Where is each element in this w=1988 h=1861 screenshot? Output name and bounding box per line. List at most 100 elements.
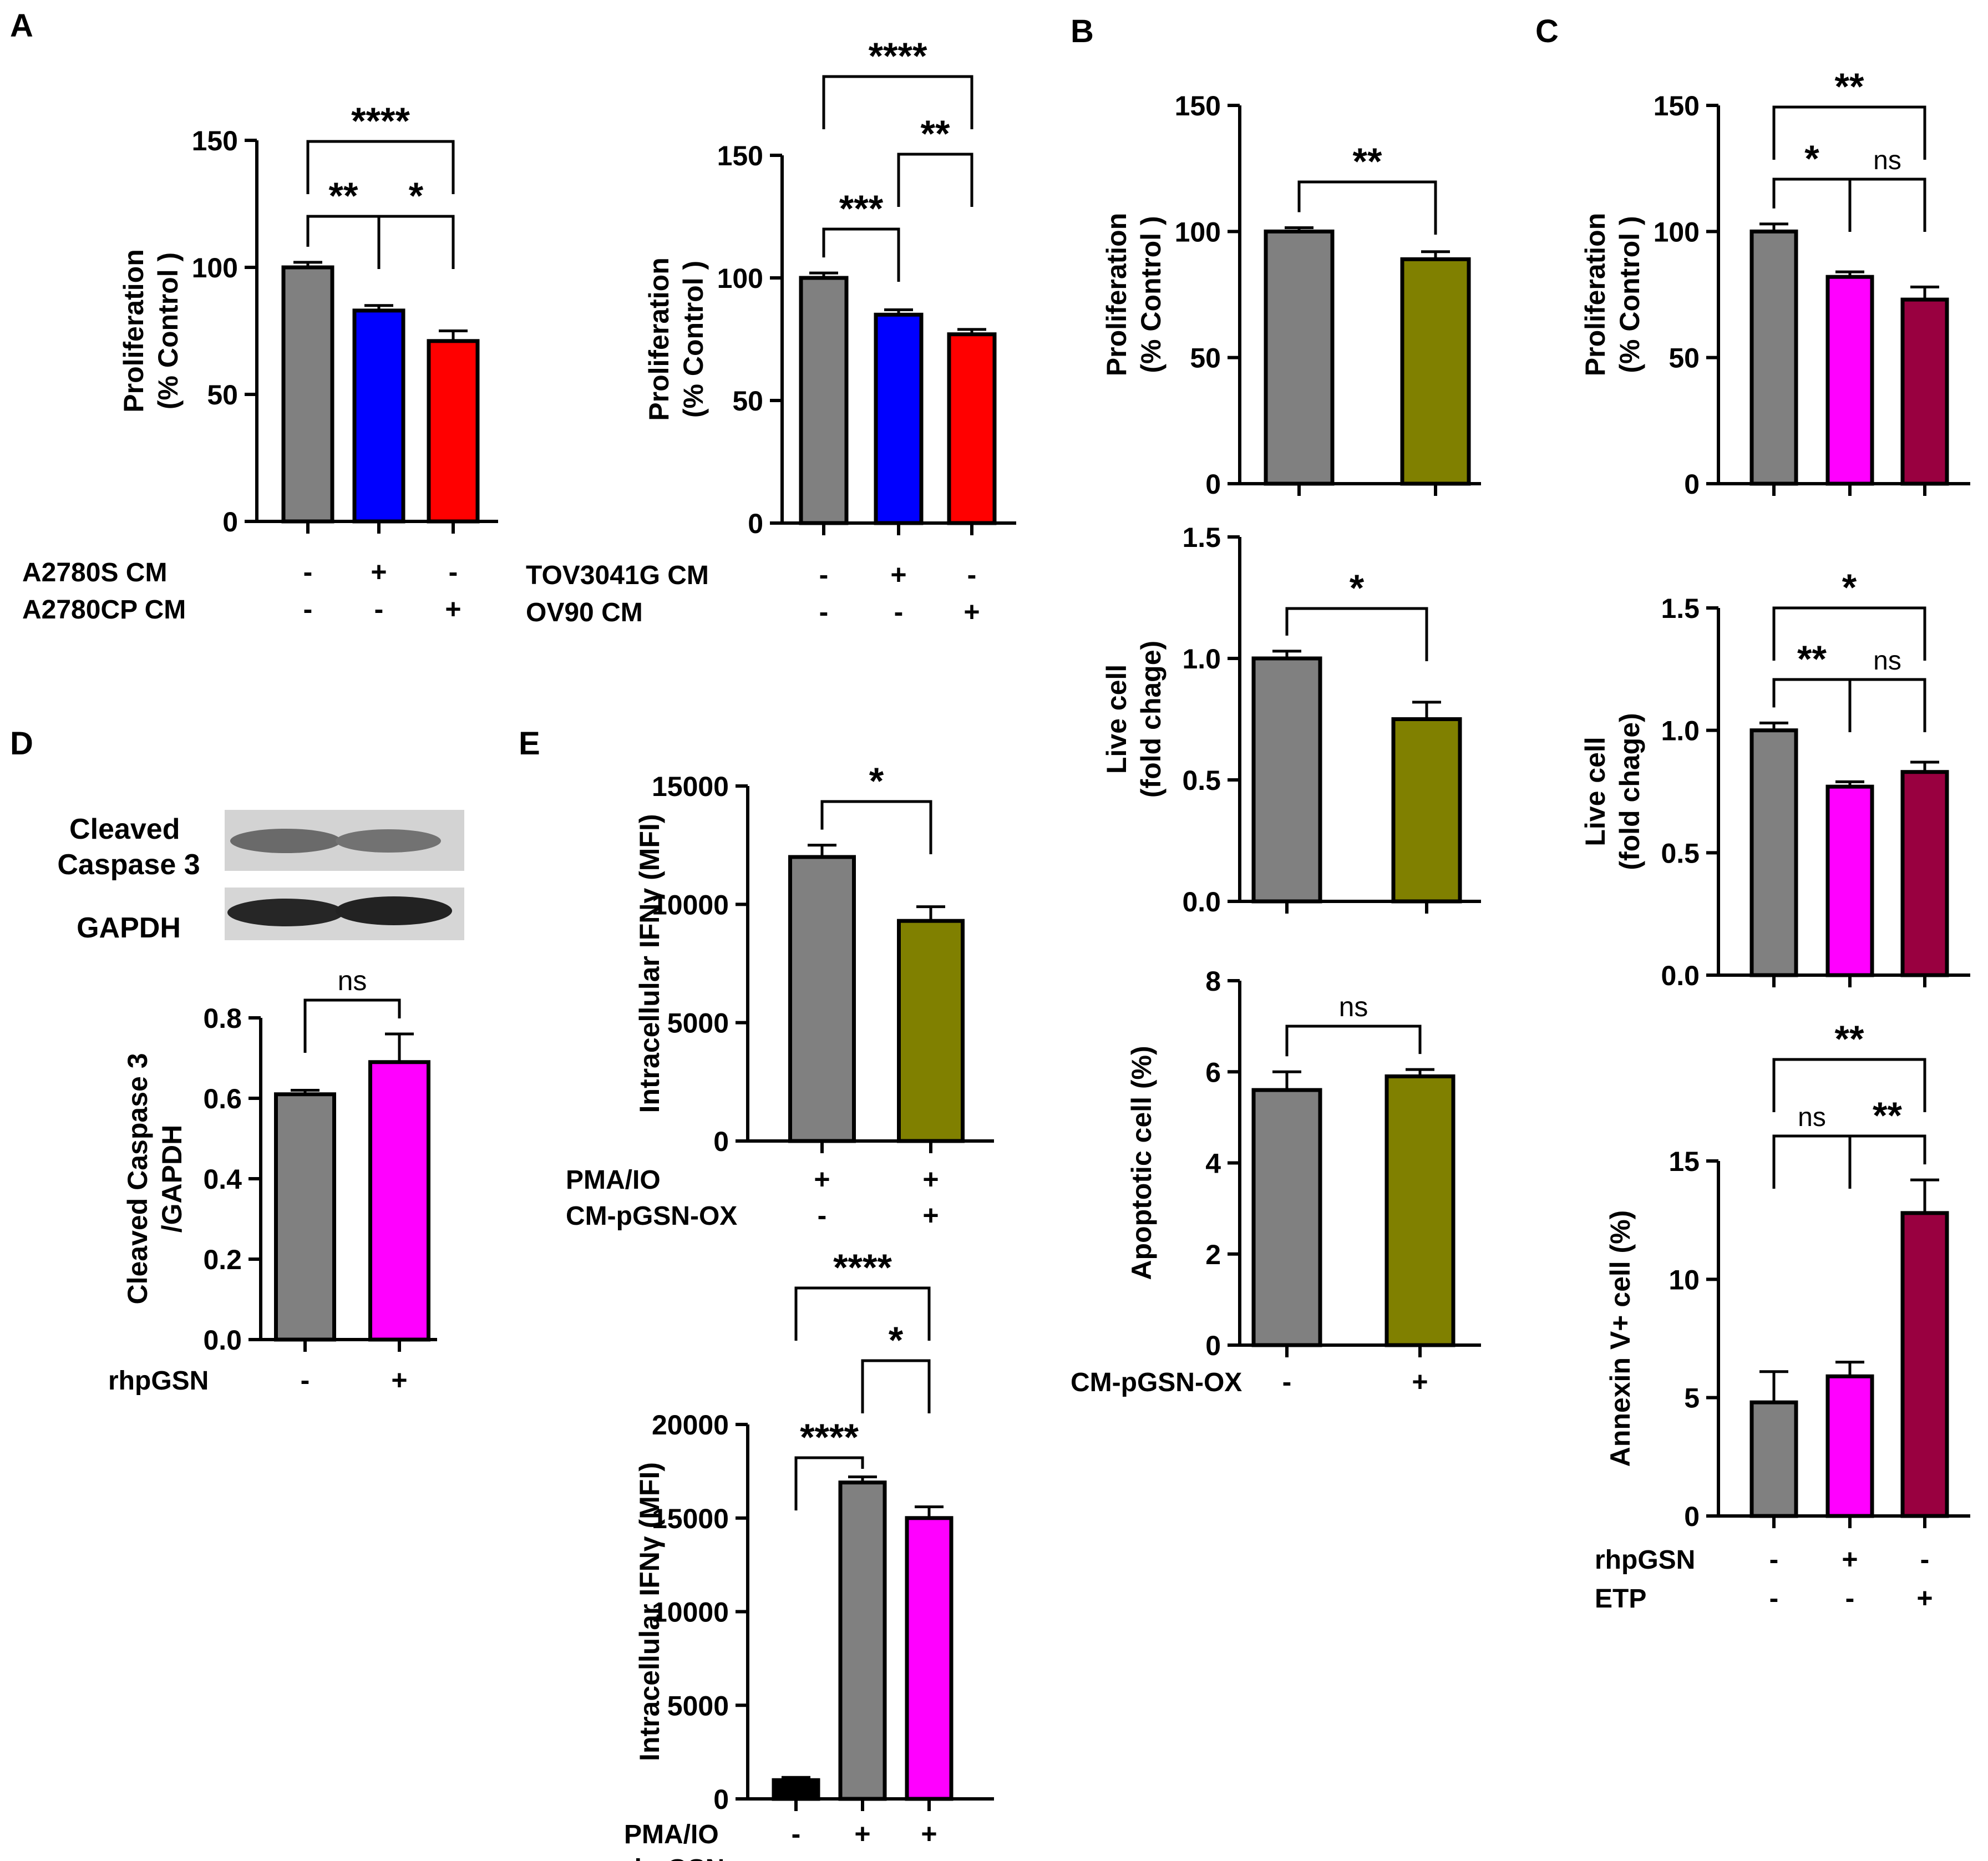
condition-sign: - xyxy=(792,1853,801,1861)
bar xyxy=(1391,717,1462,904)
significance-bracket xyxy=(822,75,973,129)
error-bar xyxy=(439,329,468,341)
significance-label: * xyxy=(1350,567,1365,609)
condition-sign: + xyxy=(890,559,906,590)
y-tick-label: 20000 xyxy=(652,1409,729,1441)
y-tick-label: 6 xyxy=(1205,1057,1221,1088)
y-axis-label-line: /GAPDH xyxy=(156,1125,187,1233)
y-tick-label: 10000 xyxy=(652,889,729,920)
bar xyxy=(1400,257,1471,486)
condition-sign: - xyxy=(894,596,904,627)
y-tick-label: 0 xyxy=(1205,1330,1221,1361)
y-tick-label: 0 xyxy=(748,508,763,539)
y-axis-label-line: Proliferation xyxy=(118,249,149,412)
significance-bracket xyxy=(1772,1134,1852,1189)
error-bar xyxy=(293,261,322,267)
condition-sign: + xyxy=(1412,1366,1428,1397)
significance-bracket xyxy=(1297,180,1437,235)
y-axis-label-line: (% Control ) xyxy=(153,252,184,409)
bar xyxy=(947,332,997,525)
y-tick-label: 100 xyxy=(192,252,238,283)
error-bar xyxy=(1412,701,1441,719)
condition-sign: + xyxy=(854,1818,870,1849)
significance-label: * xyxy=(869,760,884,802)
bar xyxy=(799,276,849,525)
y-tick-label: 100 xyxy=(1654,216,1700,247)
condition-label: TOV3041G CM xyxy=(526,561,709,590)
bar xyxy=(1825,784,1874,977)
error-bar xyxy=(1285,226,1314,232)
significance-label: *** xyxy=(839,187,884,230)
condition-sign: - xyxy=(819,559,829,590)
y-axis-label: Intracellular IFNγ (MFI) xyxy=(634,1462,665,1761)
chart-e1: 0 5000 10000 15000 Intracellular IFNγ (MFI) P… xyxy=(566,760,994,1231)
chart-a2: 0 50 100 150 Proliferation (% Control ) TOV304… xyxy=(526,35,1016,627)
y-tick-label: 50 xyxy=(207,379,238,410)
blot-band-cleaved-caspase-lane2 xyxy=(336,829,441,853)
significance-label: ** xyxy=(329,175,358,217)
error-bar xyxy=(782,1776,810,1781)
bar xyxy=(1825,1374,1874,1518)
bar xyxy=(874,312,924,525)
significance-bracket xyxy=(1772,606,1926,661)
y-tick-label: 1.0 xyxy=(1182,643,1221,675)
error-bar xyxy=(1910,760,1939,772)
condition-sign: - xyxy=(449,556,458,587)
significance-label: * xyxy=(409,175,424,217)
blot-band-cleaved-caspase-lane1 xyxy=(230,829,341,853)
condition-sign: + xyxy=(1916,1583,1933,1614)
condition-sign: + xyxy=(922,1164,939,1195)
condition-sign: - xyxy=(1845,1583,1855,1614)
condition-label: CM-pGSN-OX xyxy=(1071,1368,1242,1397)
panel-letter-a: A xyxy=(10,8,33,44)
chart-b2: 0.0 0.5 1.0 1.5 Live cell (fold chage) * xyxy=(1101,522,1481,917)
y-axis-label: Proliferation (% Control ) xyxy=(1580,213,1645,376)
error-bar xyxy=(1835,270,1864,277)
blot-label-gapdh: GAPDH xyxy=(77,912,181,944)
condition-sign: + xyxy=(963,596,980,627)
significance-label: ** xyxy=(1835,65,1864,108)
condition-sign: + xyxy=(391,1365,407,1396)
error-bar xyxy=(385,1032,414,1062)
error-bar xyxy=(364,304,393,311)
y-axis-label-line: Annexin V+ cell (%) xyxy=(1605,1210,1636,1467)
condition-sign: - xyxy=(818,1200,827,1231)
significance-bracket xyxy=(1285,1025,1422,1057)
y-tick-label: 0 xyxy=(1205,469,1221,500)
error-bar xyxy=(915,1505,944,1518)
condition-label: rhpGSN xyxy=(108,1366,209,1396)
blot-label-line-2: Caspase 3 xyxy=(57,849,200,881)
y-tick-label: 5000 xyxy=(667,1008,729,1039)
y-axis-label-line: Live cell xyxy=(1580,737,1611,846)
y-axis-label-line: Intracellular IFNγ (MFI) xyxy=(634,814,665,1113)
significance-label: * xyxy=(1842,566,1857,608)
chart-a1: 0 50 100 150 Proliferation (% Control ) A2780S… xyxy=(22,100,498,625)
significance-bracket xyxy=(861,1359,931,1413)
bar xyxy=(1749,1400,1798,1518)
y-axis-label: Live cell (fold chage) xyxy=(1101,641,1167,798)
bar xyxy=(1825,275,1874,486)
blot-label-line-1: Cleaved xyxy=(69,813,180,845)
blot-label-cleaved-caspase: Cleaved Caspase 3 xyxy=(57,813,200,881)
condition-sign: + xyxy=(371,556,387,587)
chart-c3: 0 5 10 15 Annexin V+ cell (%) rhpGSN - + - ETP - - +… xyxy=(1595,1018,1970,1614)
y-axis-label-line: (fold chage) xyxy=(1135,641,1167,798)
condition-sign: + xyxy=(922,1200,939,1231)
condition-label: rhpGSN xyxy=(624,1854,724,1861)
y-tick-label: 10 xyxy=(1668,1264,1700,1295)
y-tick-label: 0 xyxy=(1684,1501,1700,1532)
condition-sign: - xyxy=(301,1365,310,1396)
bar xyxy=(1900,297,1949,486)
significance-label: ** xyxy=(1873,1094,1902,1137)
y-tick-label: 0.8 xyxy=(203,1003,242,1034)
chart-e2: 0 5000 10000 15000 20000 Intracellular IFNγ (… xyxy=(624,1246,994,1861)
condition-sign: - xyxy=(303,556,313,587)
y-axis-label-line: Apoptotic cell (%) xyxy=(1126,1046,1157,1280)
panel-letter-c: C xyxy=(1535,13,1559,49)
error-bar xyxy=(1759,721,1788,731)
significance-label: ns xyxy=(1339,991,1368,1022)
significance-bracket xyxy=(897,153,973,207)
y-tick-label: 0.2 xyxy=(203,1244,242,1275)
condition-sign: + xyxy=(1842,1544,1858,1575)
error-bar xyxy=(1910,1178,1939,1213)
